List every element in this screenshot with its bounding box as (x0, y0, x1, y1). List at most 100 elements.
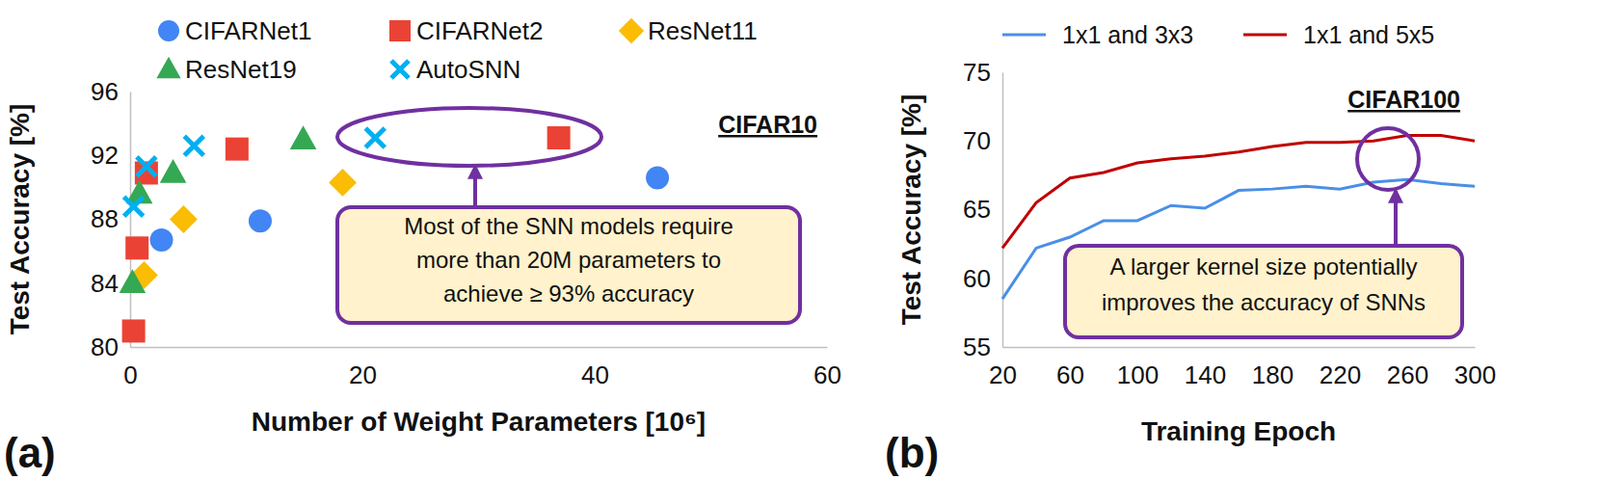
tick-label: 140 (1184, 360, 1227, 390)
legend-symbol (391, 60, 409, 79)
tick-label: 100 (1117, 360, 1159, 390)
point (328, 168, 357, 197)
tick: 60 (962, 264, 1003, 294)
point (136, 157, 157, 177)
tick: 60 (813, 346, 842, 390)
tick: 92 (90, 140, 131, 170)
tick-label: 60 (962, 264, 991, 294)
tick-label: 88 (90, 204, 119, 234)
tick: 220 (1319, 346, 1361, 390)
tick: 140 (1184, 346, 1227, 390)
panel: 20 60 100 140 180 220 260 300 55 60 65 70 75 1x1 and … (884, 21, 1496, 477)
annotation-text: A larger kernel size potentially (1110, 253, 1418, 280)
arrow (1393, 190, 1398, 244)
annotation: A larger kernel size potentially improves… (1065, 128, 1463, 338)
y-axis: 8084889296 (90, 77, 131, 362)
axis-line (1002, 73, 1005, 348)
legend-label: CIFARNet2 (416, 16, 544, 46)
tick-label: 180 (1252, 360, 1294, 390)
legend-label: CIFARNet1 (185, 16, 313, 46)
tick-label: 40 (581, 360, 610, 390)
x-axis: 20 60 100 140 180 220 260 300 (988, 346, 1496, 390)
tick: 60 (1056, 346, 1085, 390)
point (119, 268, 147, 294)
annotation-text: Most of the SNN models require (403, 213, 733, 240)
point (122, 319, 146, 343)
legend-label: ResNet19 (185, 54, 297, 84)
point (160, 159, 187, 184)
highlight-circle (1357, 128, 1419, 190)
y-axis: 55 60 65 70 75 (962, 57, 1003, 362)
chart-title: CIFAR10 (718, 110, 818, 138)
tick: 70 (962, 126, 1003, 156)
annotation-box (337, 207, 800, 323)
legend-symbol (389, 20, 411, 42)
point (290, 125, 318, 150)
point (125, 236, 149, 260)
tick-label: 220 (1319, 360, 1361, 390)
legend-label: 1x1 and 5x5 (1303, 21, 1435, 49)
x-axis-title: Training Epoch (1141, 416, 1336, 447)
tick-label: 0 (123, 360, 137, 390)
tick: 96 (90, 77, 131, 107)
tick: 180 (1252, 346, 1294, 390)
annotation-text: improves the accuracy of SNNs (1101, 289, 1426, 316)
series (124, 128, 386, 216)
legend-label: 1x1 and 3x3 (1062, 21, 1194, 49)
legend: CIFARNet1 CIFARNet2 ResNet11 ResNet19 AutoSN… (156, 16, 757, 84)
legend-symbol (618, 18, 644, 44)
chart-title: CIFAR100 (1347, 85, 1461, 113)
tick-label: 300 (1454, 360, 1496, 390)
annotation-box (1065, 245, 1463, 338)
tick-label: 96 (90, 77, 119, 107)
legend-symbol (1002, 33, 1046, 37)
tick: 40 (581, 346, 610, 390)
tick: 75 (962, 57, 1003, 87)
annotation-text: achieve ≥ 93% accuracy (443, 280, 694, 307)
tick-label: 20 (988, 360, 1017, 390)
tick: 55 (962, 332, 1003, 362)
figure: 02040608084889296CIFARNet1CIFARNet2ResNe… (0, 0, 1600, 480)
point (124, 196, 144, 216)
x-axis: 0 20 40 60 (123, 346, 842, 390)
tick: 84 (90, 268, 131, 298)
tick-label: 70 (962, 126, 991, 156)
tick: 0 (123, 346, 137, 390)
tick-label: 92 (90, 140, 119, 170)
tick: 260 (1386, 346, 1429, 390)
tick-label: 20 (348, 360, 377, 390)
point (150, 228, 174, 252)
x-axis-title: Number of Weight Parameters [10⁶] (251, 406, 706, 437)
annotation-text: more than 20M parameters to (416, 246, 721, 273)
panel-label: (b) (884, 428, 939, 477)
tick-label: 84 (90, 268, 119, 298)
legend: 1x1 and 3x3 1x1 and 5x5 (1002, 21, 1435, 49)
tick-label: 55 (962, 332, 991, 362)
tick: 100 (1117, 346, 1159, 390)
tick: 300 (1454, 346, 1496, 390)
tick-label: 260 (1386, 360, 1429, 390)
point (248, 209, 272, 233)
tick: 65 (962, 194, 1003, 224)
tick-label: 60 (813, 360, 842, 390)
point (225, 137, 249, 161)
legend-label: AutoSNN (416, 54, 521, 84)
tick-label: 75 (962, 57, 991, 87)
y-axis-title: Test Accuracy [%] (4, 104, 35, 336)
axis-line (130, 92, 133, 348)
legend-symbol (156, 56, 181, 80)
legend-label: ResNet11 (647, 16, 758, 46)
tick: 20 (988, 346, 1017, 390)
point (169, 205, 198, 234)
highlight-ellipse (337, 107, 602, 166)
panel: 02040608084889296CIFARNet1CIFARNet2ResNe… (3, 16, 842, 477)
series (130, 168, 357, 290)
axis-line (1003, 346, 1476, 349)
arrow (473, 166, 478, 206)
annotation: Most of the SNN models require more than … (337, 107, 800, 323)
series (119, 125, 318, 294)
tick: 20 (348, 346, 377, 390)
point (184, 135, 204, 156)
tick: 88 (90, 204, 131, 234)
point (365, 128, 385, 148)
